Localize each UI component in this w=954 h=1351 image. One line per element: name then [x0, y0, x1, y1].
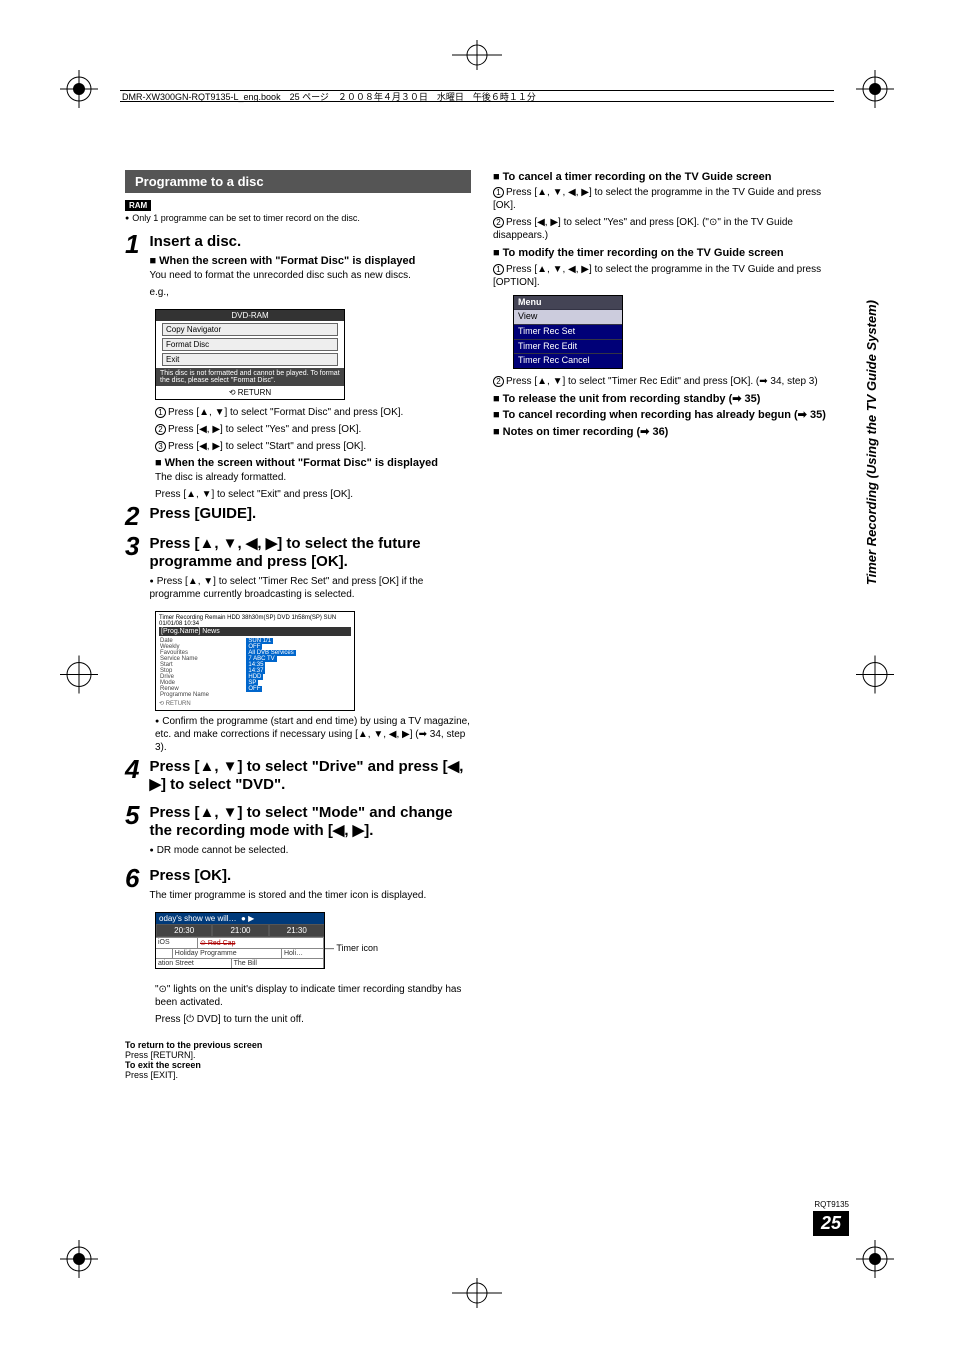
menu-title: Menu	[514, 296, 622, 310]
step-4-num: 4	[125, 756, 139, 798]
step1-eg: e.g.,	[149, 286, 471, 299]
tr-fig-sub: [Prog.Name] News	[159, 627, 351, 636]
step-2-num: 2	[125, 503, 139, 529]
footer-instructions: To return to the previous screen Press […	[125, 1040, 471, 1080]
step1-sub2-body2: Press [▲, ▼] to select "Exit" and press …	[155, 488, 471, 501]
r-h1-l1: 1Press [▲, ▼, ◀, ▶] to select the progra…	[493, 186, 839, 212]
step-2-title: Press [GUIDE].	[149, 505, 471, 523]
r-h4: To cancel recording when recording has a…	[493, 408, 839, 422]
footer-return-title: To return to the previous screen	[125, 1040, 262, 1050]
step-5-num: 5	[125, 802, 139, 861]
step-6-body: The timer programme is stored and the ti…	[149, 889, 471, 902]
ram-note: Only 1 programme can be set to timer rec…	[125, 213, 471, 223]
step-3-title: Press [▲, ▼, ◀, ▶] to select the future …	[149, 535, 471, 571]
step3-after: Confirm the programme (start and end tim…	[155, 715, 471, 754]
page-content: Programme to a disc RAM Only 1 programme…	[125, 170, 839, 1080]
sched-r3a: ation Street	[156, 959, 232, 968]
fig-msg: This disc is not formatted and cannot be…	[156, 368, 344, 386]
fig-title: DVD-RAM	[156, 310, 344, 321]
footer-exit-body: Press [EXIT].	[125, 1070, 178, 1080]
left-column: Programme to a disc RAM Only 1 programme…	[125, 170, 471, 1080]
step-3-note: Press [▲, ▼] to select "Timer Rec Set" a…	[149, 575, 471, 601]
timer-rec-figure: Timer Recording Remain HDD 38h30m(SP) DV…	[155, 611, 355, 711]
schedule-figure: oday's show we will… ● ▶ 20:30 21:00 21:…	[155, 912, 325, 969]
ram-badge: RAM	[125, 200, 151, 211]
sched-t2: 21:00	[212, 924, 268, 937]
sched-r2a	[156, 949, 173, 958]
crop-mark-bc	[452, 1278, 502, 1311]
tr-fig-table: DateSUN 1/1WeeklyOFFFavouritesAll DVB Se…	[159, 638, 351, 698]
step-2: 2 Press [GUIDE].	[125, 505, 471, 529]
menu-view: View	[514, 309, 622, 324]
step-1-num: 1	[125, 231, 139, 303]
step-5-note: DR mode cannot be selected.	[149, 844, 471, 857]
fig-row-exit: Exit	[162, 353, 338, 366]
step1-sub2-title: When the screen without "Format Disc" is…	[155, 457, 471, 469]
step6-after2: Press [⏻ DVD] to turn the unit off.	[155, 1013, 471, 1026]
step1-sub1-title: When the screen with "Format Disc" is di…	[149, 255, 471, 267]
format-disc-figure: DVD-RAM Copy Navigator Format Disc Exit …	[155, 309, 345, 400]
fig-row-format: Format Disc	[162, 338, 338, 351]
r-h2-l1: 1Press [▲, ▼, ◀, ▶] to select the progra…	[493, 263, 839, 289]
step-4-title: Press [▲, ▼] to select "Drive" and press…	[149, 758, 471, 794]
tr-fig-return: ⟲ RETURN	[159, 700, 351, 707]
step1-instr-1: 1Press [▲, ▼] to select "Format Disc" an…	[155, 406, 471, 419]
page-number: 25	[813, 1211, 849, 1236]
sched-t3: 21:30	[269, 924, 324, 937]
fig-return-label: RETURN	[238, 388, 271, 397]
step-3: 3 Press [▲, ▼, ◀, ▶] to select the futur…	[125, 535, 471, 605]
crop-mark-tr	[856, 70, 894, 111]
sched-r1a: iOS	[156, 938, 198, 948]
r-h1: To cancel a timer recording on the TV Gu…	[493, 170, 839, 184]
fig-return: ⟲ RETURN	[156, 386, 344, 399]
menu-rec-edit: Timer Rec Edit	[514, 339, 622, 354]
step1-instr-3: 3Press [◀, ▶] to select "Start" and pres…	[155, 440, 471, 453]
sched-r2b: Holiday Programme	[173, 949, 282, 958]
fig-row-copy-nav: Copy Navigator	[162, 323, 338, 336]
crop-mark-br	[856, 1240, 894, 1281]
step-5-title: Press [▲, ▼] to select "Mode" and change…	[149, 804, 471, 840]
step-1-title: Insert a disc.	[149, 233, 471, 251]
crop-mark-tl	[60, 70, 98, 111]
step6-after1: "⊙" lights on the unit's display to indi…	[155, 983, 471, 1009]
crop-mark-tc	[452, 40, 502, 73]
crop-mark-ml	[60, 655, 98, 696]
tr-fig-header: Timer Recording Remain HDD 38h30m(SP) DV…	[159, 615, 351, 627]
r-h3: To release the unit from recording stand…	[493, 392, 839, 406]
r-h5: Notes on timer recording (➡ 36)	[493, 425, 839, 439]
crop-mark-bl	[60, 1240, 98, 1281]
r-h1-l2: 2Press [◀, ▶] to select "Yes" and press …	[493, 216, 839, 242]
step1-sub2-body1: The disc is already formatted.	[155, 471, 471, 484]
step-6-num: 6	[125, 865, 139, 906]
sched-t1: 20:30	[156, 924, 212, 937]
sched-r3b: The Bill	[232, 959, 324, 968]
build-header-text: DMR-XW300GN-RQT9135-L_eng.book 25 ページ ２０…	[122, 92, 536, 102]
menu-rec-cancel: Timer Rec Cancel	[514, 353, 622, 368]
build-header: DMR-XW300GN-RQT9135-L_eng.book 25 ページ ２０…	[120, 90, 834, 102]
menu-rec-set: Timer Rec Set	[514, 324, 622, 339]
step1-instr-2: 2Press [◀, ▶] to select "Yes" and press …	[155, 423, 471, 436]
footer-exit-title: To exit the screen	[125, 1060, 201, 1070]
timer-icon-callout: — Timer icon	[325, 943, 671, 953]
side-section-label: Timer Recording (Using the TV Guide Syst…	[864, 300, 879, 585]
sched-r1b: ⊙ Red Cap	[198, 938, 324, 948]
step-3-num: 3	[125, 533, 139, 605]
step-1: 1 Insert a disc. When the screen with "F…	[125, 233, 471, 303]
step-6: 6 Press [OK]. The timer programme is sto…	[125, 867, 471, 906]
page-number-block: RQT9135 25	[813, 1200, 849, 1236]
footer-return-body: Press [RETURN].	[125, 1050, 196, 1060]
step-5: 5 Press [▲, ▼] to select "Mode" and chan…	[125, 804, 471, 861]
menu-figure: Menu View Timer Rec Set Timer Rec Edit T…	[513, 295, 623, 369]
sched-title: oday's show we will… ● ▶	[156, 913, 324, 924]
step-4: 4 Press [▲, ▼] to select "Drive" and pre…	[125, 758, 471, 798]
r-h2: To modify the timer recording on the TV …	[493, 246, 839, 260]
section-title: Programme to a disc	[125, 170, 471, 193]
crop-mark-mr	[856, 655, 894, 696]
sched-r2c: Holi…	[282, 949, 324, 958]
step1-sub1-body: You need to format the unrecorded disc s…	[149, 269, 471, 282]
doc-code: RQT9135	[813, 1200, 849, 1209]
step-6-title: Press [OK].	[149, 867, 471, 885]
r-h2-l2: 2Press [▲, ▼] to select "Timer Rec Edit"…	[493, 375, 839, 388]
